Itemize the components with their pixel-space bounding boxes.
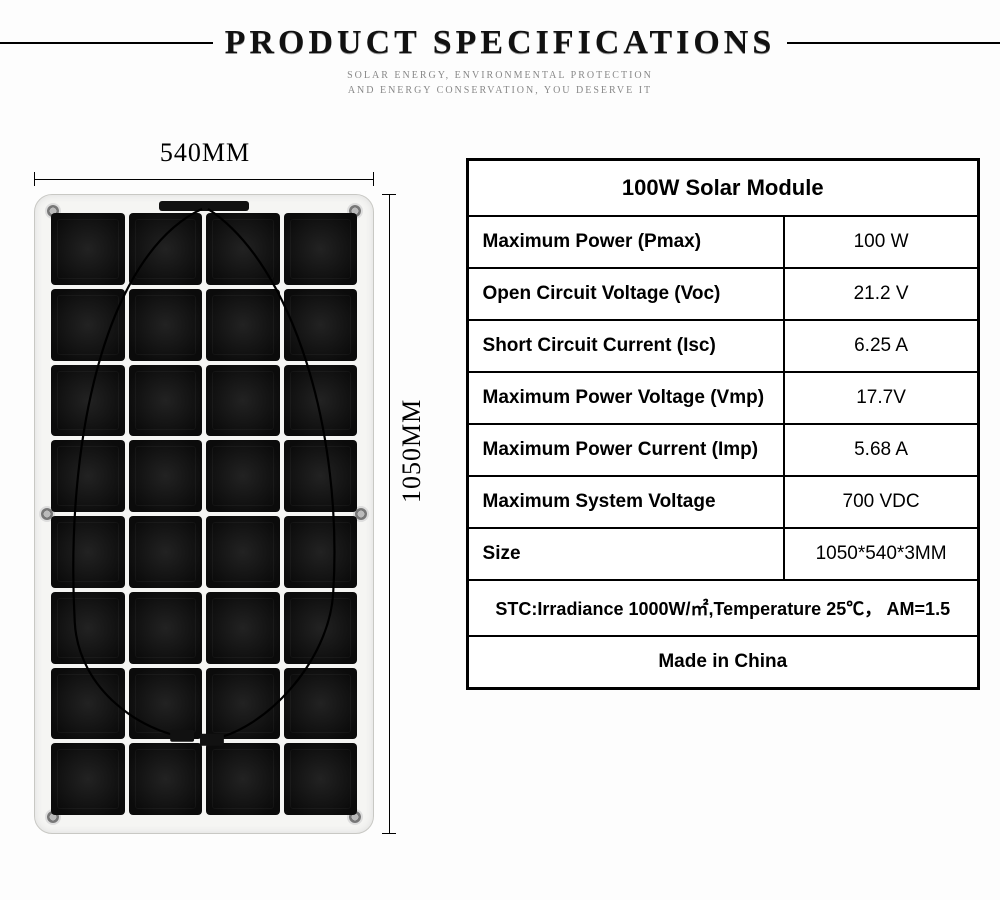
solar-cell (51, 440, 125, 512)
spec-table: 100W Solar Module Maximum Power (Pmax)10… (466, 158, 980, 690)
width-dimension-line (34, 172, 374, 188)
solar-cell (284, 440, 358, 512)
solar-cell (51, 592, 125, 664)
solar-cell (129, 289, 203, 361)
solar-cell (206, 289, 280, 361)
solar-cell (284, 668, 358, 740)
solar-cell (284, 213, 358, 285)
stc-footer: STC:Irradiance 1000W/㎡,Temperature 25℃， … (467, 580, 978, 636)
height-dimension-line (382, 194, 398, 834)
title-row: PRODUCT SPECIFICATIONS (0, 24, 1000, 62)
solar-cell (129, 213, 203, 285)
solar-cell (51, 668, 125, 740)
junction-box (159, 201, 249, 211)
solar-cell (51, 213, 125, 285)
solar-cell (129, 668, 203, 740)
table-row: Short Circuit Current (Isc)6.25 A (467, 320, 978, 372)
solar-cell (129, 365, 203, 437)
solar-cell (284, 743, 358, 815)
width-dimension-label: 540MM (60, 138, 350, 168)
solar-cell (206, 668, 280, 740)
solar-cell (206, 213, 280, 285)
table-row: Maximum Power Current (Imp)5.68 A (467, 424, 978, 476)
solar-cell (129, 743, 203, 815)
spec-key: Maximum System Voltage (467, 476, 784, 528)
page-title: PRODUCT SPECIFICATIONS (225, 24, 776, 62)
spec-key: Maximum Power Voltage (Vmp) (467, 372, 784, 424)
solar-cell (284, 516, 358, 588)
solar-cell (129, 440, 203, 512)
origin-footer: Made in China (467, 636, 978, 689)
rule-left (0, 42, 213, 44)
spec-key: Size (467, 528, 784, 580)
spec-key: Maximum Power Current (Imp) (467, 424, 784, 476)
subtitle-line-1: SOLAR ENERGY, ENVIRONMENTAL PROTECTION (347, 70, 653, 81)
spec-value: 6.25 A (784, 320, 978, 372)
table-row: 100W Solar Module (467, 160, 978, 217)
spec-value: 100 W (784, 216, 978, 268)
table-row: Size1050*540*3MM (467, 528, 978, 580)
solar-panel (34, 194, 374, 834)
solar-cell (284, 592, 358, 664)
solar-cell (206, 440, 280, 512)
cell-grid (51, 213, 357, 815)
solar-cell (206, 365, 280, 437)
spec-table-title: 100W Solar Module (467, 160, 978, 217)
height-dimension-label: 1050MM (397, 399, 427, 503)
solar-cell (206, 743, 280, 815)
subtitle: SOLAR ENERGY, ENVIRONMENTAL PROTECTION A… (0, 68, 1000, 98)
solar-cell (284, 289, 358, 361)
spec-value: 5.68 A (784, 424, 978, 476)
panel-diagram: 540MM 1050MM (20, 138, 436, 868)
spec-value: 17.7V (784, 372, 978, 424)
solar-cell (51, 365, 125, 437)
table-row: Open Circuit Voltage (Voc)21.2 V (467, 268, 978, 320)
rule-right (787, 42, 1000, 44)
solar-cell (206, 592, 280, 664)
solar-cell (206, 516, 280, 588)
spec-key: Short Circuit Current (Isc) (467, 320, 784, 372)
header: PRODUCT SPECIFICATIONS SOLAR ENERGY, ENV… (0, 0, 1000, 98)
table-row: Maximum Power (Pmax)100 W (467, 216, 978, 268)
spec-value: 1050*540*3MM (784, 528, 978, 580)
table-row: Maximum System Voltage700 VDC (467, 476, 978, 528)
solar-cell (129, 592, 203, 664)
solar-cell (129, 516, 203, 588)
subtitle-line-2: AND ENERGY CONSERVATION, YOU DESERVE IT (348, 85, 652, 96)
solar-cell (284, 365, 358, 437)
spec-key: Maximum Power (Pmax) (467, 216, 784, 268)
spec-key: Open Circuit Voltage (Voc) (467, 268, 784, 320)
solar-cell (51, 289, 125, 361)
table-row: Maximum Power Voltage (Vmp)17.7V (467, 372, 978, 424)
solar-cell (51, 516, 125, 588)
content: 540MM 1050MM 100W Solar Module (0, 98, 1000, 868)
table-row: Made in China (467, 636, 978, 689)
spec-value: 21.2 V (784, 268, 978, 320)
spec-value: 700 VDC (784, 476, 978, 528)
table-row: STC:Irradiance 1000W/㎡,Temperature 25℃， … (467, 580, 978, 636)
solar-cell (51, 743, 125, 815)
